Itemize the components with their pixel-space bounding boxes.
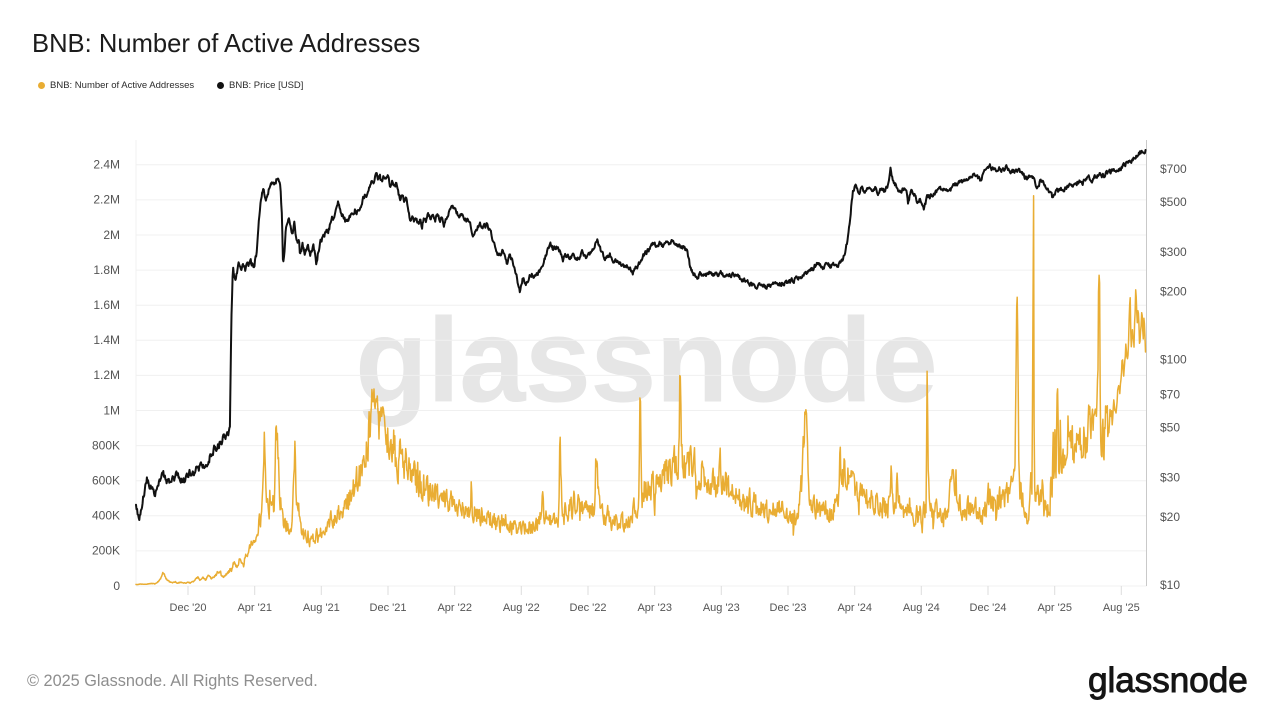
svg-text:Apr '25: Apr '25 <box>1037 602 1072 614</box>
svg-text:$20: $20 <box>1160 510 1180 524</box>
svg-text:Dec '24: Dec '24 <box>970 602 1007 614</box>
svg-text:$30: $30 <box>1160 470 1180 484</box>
svg-text:Apr '22: Apr '22 <box>437 602 472 614</box>
svg-text:1M: 1M <box>103 403 120 417</box>
svg-text:2M: 2M <box>103 228 120 242</box>
svg-text:$50: $50 <box>1160 420 1180 434</box>
svg-text:Aug '22: Aug '22 <box>503 602 540 614</box>
svg-text:Aug '25: Aug '25 <box>1103 602 1140 614</box>
svg-text:600K: 600K <box>92 474 120 488</box>
svg-text:1.6M: 1.6M <box>93 298 120 312</box>
svg-text:$500: $500 <box>1160 195 1187 209</box>
svg-text:$10: $10 <box>1160 578 1180 592</box>
svg-text:1.8M: 1.8M <box>93 263 120 277</box>
svg-text:Aug '23: Aug '23 <box>703 602 740 614</box>
svg-text:Dec '20: Dec '20 <box>170 602 207 614</box>
svg-text:1.2M: 1.2M <box>93 368 120 382</box>
svg-text:800K: 800K <box>92 438 120 452</box>
svg-text:2.4M: 2.4M <box>93 158 120 172</box>
svg-text:1.4M: 1.4M <box>93 333 120 347</box>
svg-text:$700: $700 <box>1160 162 1187 176</box>
svg-text:Aug '21: Aug '21 <box>303 602 340 614</box>
svg-text:$200: $200 <box>1160 285 1187 299</box>
svg-text:Dec '22: Dec '22 <box>570 602 607 614</box>
svg-text:$100: $100 <box>1160 353 1187 367</box>
svg-text:$300: $300 <box>1160 245 1187 259</box>
svg-text:0: 0 <box>113 579 120 593</box>
svg-text:Aug '24: Aug '24 <box>903 602 940 614</box>
svg-text:Dec '23: Dec '23 <box>770 602 807 614</box>
svg-text:$70: $70 <box>1160 387 1180 401</box>
svg-text:Apr '23: Apr '23 <box>637 602 672 614</box>
svg-text:400K: 400K <box>92 509 120 523</box>
svg-text:2.2M: 2.2M <box>93 193 120 207</box>
svg-text:Dec '21: Dec '21 <box>370 602 407 614</box>
svg-text:Apr '24: Apr '24 <box>837 602 872 614</box>
svg-text:200K: 200K <box>92 544 120 558</box>
svg-text:Apr '21: Apr '21 <box>237 602 272 614</box>
